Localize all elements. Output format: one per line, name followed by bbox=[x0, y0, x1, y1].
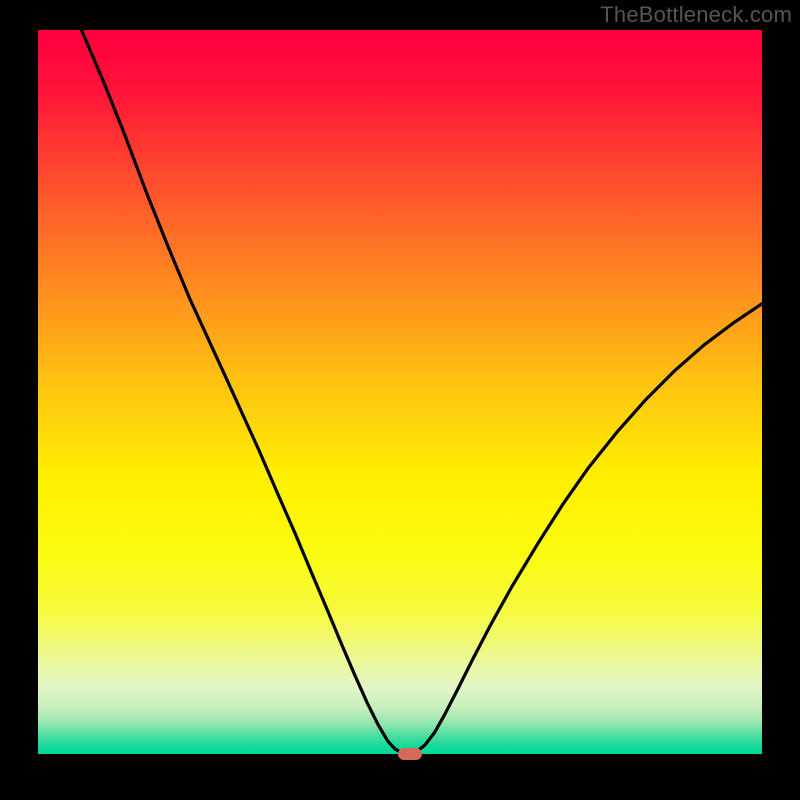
gradient-chart-svg bbox=[38, 30, 762, 754]
plot-area bbox=[38, 30, 762, 754]
chart-frame: TheBottleneck.com bbox=[0, 0, 800, 800]
optimal-point-marker bbox=[398, 748, 423, 760]
watermark-text: TheBottleneck.com bbox=[600, 2, 792, 28]
